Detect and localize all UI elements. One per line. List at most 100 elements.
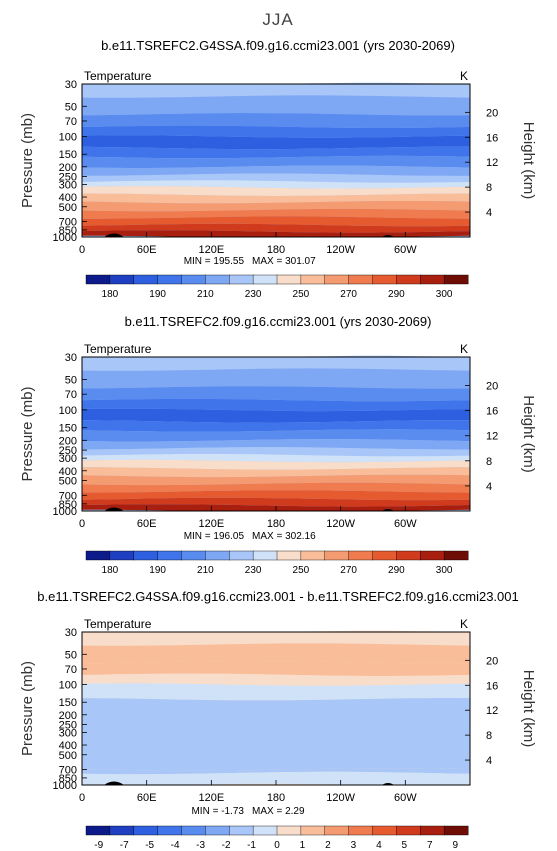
colorbar-swatch (301, 275, 325, 284)
colorbar-label: 7 (427, 840, 433, 851)
panel-title: b.e11.TSREFC2.f09.g16.ccmi23.001 (yrs 20… (125, 314, 432, 329)
colorbar-label: 290 (388, 289, 405, 300)
y-tick-label: 70 (65, 389, 77, 401)
colorbar-swatch (373, 275, 397, 284)
y-tick-label: 70 (65, 116, 77, 128)
colorbar-swatch (158, 826, 182, 835)
x-tick-label: 0 (79, 518, 85, 530)
y-axis-title: Pressure (mb) (19, 386, 36, 481)
x-tick-label: 120W (326, 244, 355, 256)
contour-band (82, 95, 470, 115)
x-tick-label: 120E (198, 244, 224, 256)
y2-axis-title: Height (km) (520, 122, 537, 200)
colorbar-label: 9 (452, 840, 458, 851)
colorbar-label: -1 (247, 840, 256, 851)
y-tick-label: 70 (65, 664, 77, 676)
contour-band (82, 698, 470, 771)
x-tick-label: 120E (198, 518, 224, 530)
colorbar-label: 210 (197, 565, 214, 576)
units-label: K (460, 617, 468, 631)
colorbar-swatch (396, 275, 420, 284)
colorbar-swatch (373, 551, 397, 560)
panel-control: b.e11.TSREFC2.f09.g16.ccmi23.001 (yrs 20… (19, 314, 537, 576)
panel-difference: b.e11.TSREFC2.G4SSA.f09.g16.ccmi23.001 -… (19, 589, 537, 851)
x-tick-label: 60W (394, 518, 417, 530)
y2-tick-label: 12 (486, 705, 498, 717)
x-tick-label: 0 (79, 244, 85, 256)
colorbar-label: -9 (94, 840, 103, 851)
colorbar-swatch (420, 826, 444, 835)
colorbar-swatch (325, 275, 349, 284)
colorbar-swatch (444, 826, 468, 835)
y2-axis-title: Height (km) (520, 395, 537, 473)
colorbar-label: -3 (196, 840, 205, 851)
colorbar-swatch (229, 275, 253, 284)
colorbar-swatch (205, 826, 229, 835)
colorbar-swatch (277, 275, 301, 284)
colorbar-swatch (444, 551, 468, 560)
colorbar-label: 300 (436, 289, 453, 300)
variable-label: Temperature (84, 617, 152, 631)
colorbar-label: 300 (436, 565, 453, 576)
colorbar-label: 290 (388, 565, 405, 576)
y2-axis-title: Height (km) (520, 670, 537, 748)
colorbar-label: 270 (340, 289, 357, 300)
y-tick-label: 100 (59, 132, 77, 144)
y-tick-label: 30 (65, 79, 77, 91)
x-tick-label: 60E (137, 518, 157, 530)
y-tick-label: 30 (65, 627, 77, 639)
colorbar-label: 190 (149, 565, 166, 576)
x-tick-label: 120E (198, 792, 224, 804)
panel-title: b.e11.TSREFC2.G4SSA.f09.g16.ccmi23.001 -… (37, 589, 519, 604)
colorbar-swatch (86, 275, 110, 284)
y2-tick-label: 16 (486, 680, 498, 692)
colorbar-label: -5 (145, 840, 154, 851)
x-tick-label: 0 (79, 792, 85, 804)
colorbar-label: 0 (274, 840, 280, 851)
colorbar-label: 190 (149, 289, 166, 300)
colorbar-swatch (158, 275, 182, 284)
contour-band (82, 368, 470, 388)
min-label: MIN = -1.73 (191, 806, 244, 817)
contour-band (82, 683, 470, 700)
x-tick-label: 60W (394, 792, 417, 804)
colorbar-label: 180 (102, 565, 119, 576)
colorbar-swatch (301, 551, 325, 560)
x-tick-label: 60W (394, 244, 417, 256)
contour-band (82, 643, 470, 663)
variable-label: Temperature (84, 69, 152, 83)
units-label: K (460, 69, 468, 83)
x-tick-label: 180 (267, 518, 285, 530)
y-tick-label: 1000 (53, 780, 77, 792)
y2-tick-label: 16 (486, 132, 498, 144)
colorbar-swatch (110, 551, 134, 560)
colorbar-swatch (205, 551, 229, 560)
colorbar-swatch (349, 551, 373, 560)
colorbar-swatch (229, 826, 253, 835)
colorbar-swatch (134, 551, 158, 560)
y-tick-label: 300 (59, 727, 77, 739)
colorbar-label: 230 (245, 565, 262, 576)
y-tick-label: 30 (65, 352, 77, 364)
colorbar-swatch (420, 551, 444, 560)
y2-tick-label: 20 (486, 381, 498, 393)
colorbar-swatch (253, 275, 277, 284)
max-label: MAX = 2.29 (252, 806, 305, 817)
colorbar-swatch (134, 275, 158, 284)
y-tick-label: 50 (65, 649, 77, 661)
colorbar-label: -2 (222, 840, 231, 851)
variable-label: Temperature (84, 342, 152, 356)
x-tick-label: 60E (137, 244, 157, 256)
x-tick-label: 180 (267, 244, 285, 256)
colorbar-swatch (325, 826, 349, 835)
colorbar-label: -7 (120, 840, 129, 851)
x-tick-label: 60E (137, 792, 157, 804)
y-tick-label: 300 (59, 453, 77, 465)
colorbar-swatch (349, 275, 373, 284)
x-tick-label: 180 (267, 792, 285, 804)
colorbar-label: 270 (340, 565, 357, 576)
colorbar-swatch (277, 551, 301, 560)
colorbar-swatch (349, 826, 373, 835)
colorbar-swatch (325, 551, 349, 560)
